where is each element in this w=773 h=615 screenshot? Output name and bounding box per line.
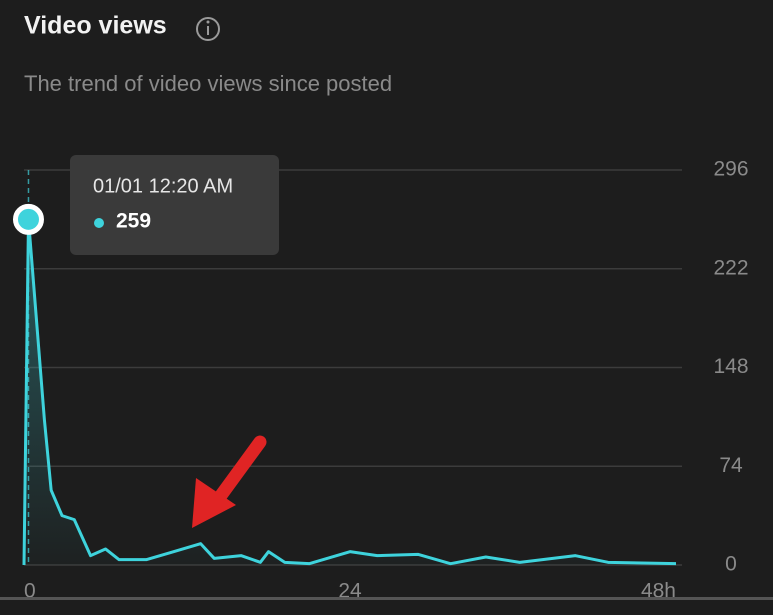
y-tick-label: 296: [713, 158, 748, 181]
y-tick-label: 74: [719, 454, 743, 477]
line: [22, 217, 677, 566]
red-arrow: [192, 435, 267, 528]
info-dot: [206, 20, 210, 24]
info-icon[interactable]: [196, 17, 220, 41]
chart-subtitle: The trend of video views since posted: [24, 71, 392, 96]
hover-point: [12, 203, 44, 235]
x-tick-label: 48h: [641, 580, 676, 603]
scroll-divider: [0, 597, 773, 600]
info-circle: [196, 17, 220, 41]
tooltip: 01/01 12:20 AM 259: [70, 155, 279, 255]
x-tick-label: 0: [24, 580, 36, 603]
tooltip-label: 01/01 12:20 AM: [93, 175, 233, 197]
arrow-shaft: [207, 435, 267, 512]
tooltip-swatch: [94, 218, 104, 228]
plot: 0 74 148 222 296 0 24 48h 01/01 12:20 AM 259: [12, 155, 749, 603]
tooltip-value: 259: [116, 210, 151, 233]
arrow-head: [192, 478, 236, 528]
chart-title: Video views: [24, 12, 167, 40]
y-tick-label: 222: [713, 256, 748, 279]
tooltip-box: [70, 155, 279, 255]
x-tick-label: 24: [338, 580, 362, 603]
y-tick-label: 148: [713, 355, 748, 378]
y-tick-label: 0: [725, 553, 737, 576]
